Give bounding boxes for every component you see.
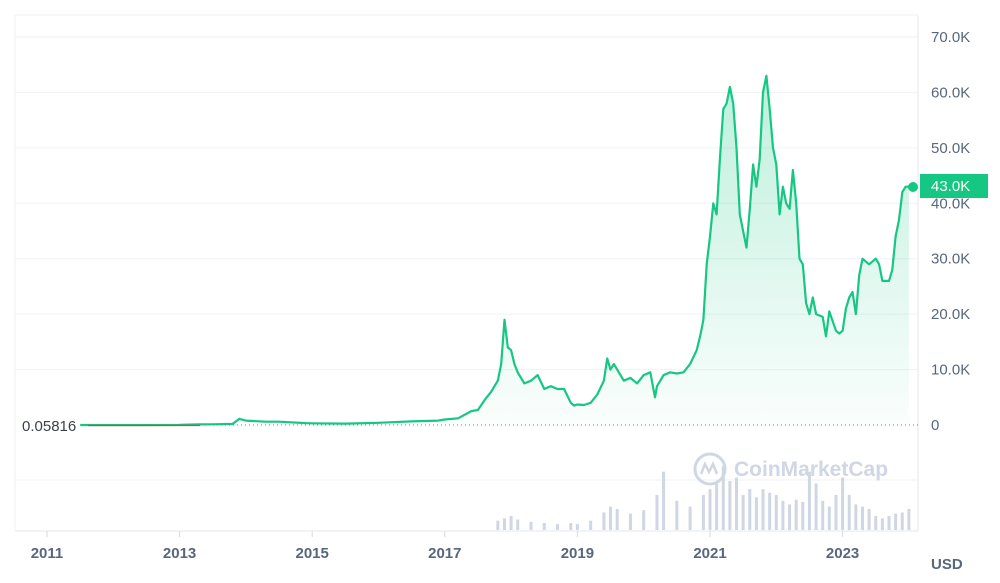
volume-bar	[688, 506, 692, 530]
volume-bar	[867, 509, 871, 530]
volume-bar	[589, 520, 593, 530]
volume-bar	[628, 513, 632, 530]
volume-bar	[741, 495, 745, 530]
volume-bar	[728, 481, 732, 530]
volume-bar	[854, 504, 858, 530]
y-tick-label: 30.0K	[931, 251, 970, 268]
volume-bars	[496, 465, 911, 530]
volume-bar	[834, 495, 838, 530]
volume-bar	[748, 489, 752, 530]
volume-bar	[609, 506, 613, 530]
volume-bar	[781, 500, 785, 530]
volume-bar	[761, 489, 765, 530]
volume-bar	[502, 518, 506, 530]
volume-bar	[708, 489, 712, 530]
volume-bar	[887, 516, 891, 530]
volume-bar	[529, 521, 533, 530]
volume-bar	[900, 512, 904, 530]
y-tick-label: 20.0K	[931, 306, 970, 323]
volume-bar	[860, 506, 864, 530]
y-tick-label: 40.0K	[931, 195, 970, 212]
volume-bar	[801, 502, 805, 530]
volume-bar	[788, 504, 792, 530]
volume-bar	[715, 483, 719, 530]
x-tick-label: 2013	[163, 545, 196, 562]
volume-bar	[754, 497, 758, 530]
coinmarketcap-logo-icon	[693, 452, 727, 486]
logo-wave	[699, 460, 719, 475]
volume-bar	[701, 495, 705, 530]
watermark-text: CoinMarketCap	[734, 458, 888, 481]
volume-bar	[907, 509, 911, 530]
volume-bar	[735, 477, 739, 530]
volume-bar	[496, 520, 500, 530]
volume-bar	[516, 519, 520, 530]
volume-bar	[841, 477, 845, 530]
current-price-dot	[908, 182, 918, 192]
volume-bar	[880, 518, 884, 530]
volume-bar	[662, 471, 666, 530]
unit-label: USD	[931, 556, 963, 573]
volume-bar	[874, 516, 878, 530]
volume-bar	[721, 465, 725, 530]
y-tick-label: 70.0K	[931, 29, 970, 46]
volume-bar	[569, 523, 573, 530]
volume-bar	[821, 500, 825, 530]
watermark: CoinMarketCap	[693, 452, 888, 486]
volume-bar	[768, 492, 772, 530]
volume-bar	[814, 483, 818, 530]
grid	[14, 14, 919, 532]
x-axis: 2011 2013 2015 2017 2019 2021 2023	[31, 531, 859, 562]
x-tick-label: 2019	[561, 545, 594, 562]
volume-bar	[655, 495, 659, 530]
current-price-badge-bg	[920, 174, 988, 198]
volume-bar	[847, 495, 851, 530]
y-axis: 70.0K 60.0K 50.0K 40.0K 30.0K 20.0K 10.0K 0	[931, 29, 970, 434]
volume-bar	[675, 500, 679, 530]
volume-bar	[542, 523, 546, 530]
x-tick-label: 2015	[296, 545, 329, 562]
volume-bar	[556, 524, 560, 530]
price-line	[80, 74, 909, 427]
current-price-label: 43.0K	[931, 178, 970, 195]
volume-bar	[827, 506, 831, 530]
y-tick-label: 0	[931, 417, 939, 434]
volume-bar	[807, 471, 811, 530]
price-area-fill	[80, 75, 909, 426]
start-value-label: 0.05816	[22, 418, 76, 435]
y-tick-label: 10.0K	[931, 362, 970, 379]
volume-bar	[615, 509, 619, 530]
volume-bar	[774, 495, 778, 530]
volume-bar	[602, 512, 606, 530]
x-tick-label: 2021	[693, 545, 726, 562]
y-tick-label: 60.0K	[931, 84, 970, 101]
volume-bar	[794, 499, 798, 530]
volume-bar	[575, 524, 579, 530]
current-price-badge: 43.0K	[908, 174, 988, 198]
volume-bar	[642, 510, 646, 530]
y-tick-label: 50.0K	[931, 140, 970, 157]
volume-bar	[509, 516, 513, 530]
volume-bar	[894, 513, 898, 530]
x-tick-label: 2023	[826, 545, 859, 562]
x-tick-label: 2011	[31, 545, 64, 562]
x-tick-label: 2017	[428, 545, 461, 562]
